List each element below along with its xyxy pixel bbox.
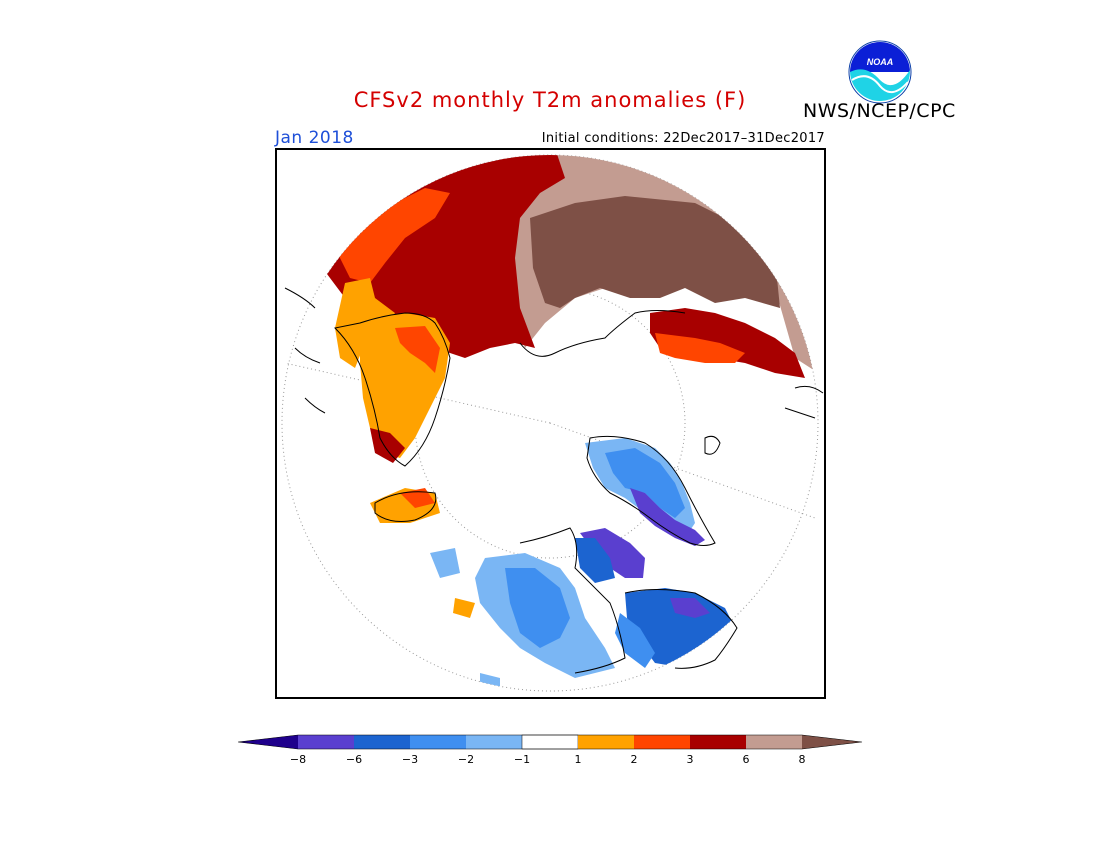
legend-label: −2 <box>458 753 474 766</box>
legend-swatch <box>634 735 690 749</box>
hudson-coast <box>624 589 738 669</box>
region-iceland-red <box>400 488 435 508</box>
region-orange-spot <box>453 598 475 618</box>
noaa-logo: NOAA <box>848 40 912 108</box>
greenland-coast <box>333 312 451 467</box>
arctic-islands-coast <box>284 287 326 414</box>
legend-swatch <box>466 735 522 749</box>
legend-label: 6 <box>743 753 750 766</box>
region-baffin-blue <box>605 448 685 518</box>
coastlines <box>284 287 824 674</box>
legend-label: −1 <box>514 753 530 766</box>
baffin-coast <box>586 435 716 546</box>
region-europe-red <box>335 188 450 283</box>
iceland-coast <box>374 491 437 522</box>
region-greenland-darkred <box>370 428 405 463</box>
globe-boundary <box>281 154 819 692</box>
legend-label: −8 <box>290 753 306 766</box>
legend-swatch <box>746 735 802 749</box>
region-alaska-darkred <box>650 308 805 378</box>
color-legend: −8 −6 −3 −2 −1 1 2 3 6 8 <box>237 732 864 776</box>
region-siberia-brown <box>530 196 780 308</box>
region-eastern-siberia-lightblue <box>615 613 655 668</box>
forecast-month: Jan 2018 <box>275 128 354 148</box>
region-quebec-blue <box>575 538 615 583</box>
legend-label: 1 <box>575 753 582 766</box>
noaa-logo-graphic: NOAA <box>848 40 912 104</box>
polar-map-svg <box>275 148 826 699</box>
region-eastern-siberia-purple <box>670 598 710 618</box>
color-legend-svg: −8 −6 −3 −2 −1 1 2 3 6 8 <box>237 734 863 766</box>
noaa-logo-text: NOAA <box>867 57 894 67</box>
map-frame <box>275 148 826 699</box>
legend-arrow-left <box>238 735 298 749</box>
region-greenland-red <box>395 326 440 373</box>
legend-swatch <box>410 735 466 749</box>
legend-swatch <box>354 735 410 749</box>
region-hudson-purple <box>630 488 705 546</box>
legend-label: −3 <box>402 753 418 766</box>
canada-coast <box>519 527 626 674</box>
legend-swatch <box>521 734 579 750</box>
region-western-canada-blue <box>505 568 570 648</box>
legend-swatch <box>298 735 354 749</box>
legend-swatch <box>578 735 634 749</box>
east-coast <box>784 385 824 419</box>
chart-title: CFSv2 monthly T2m anomalies (F) <box>353 88 747 112</box>
meridian-line <box>549 422 816 519</box>
agency-label: NWS/NCEP/CPC <box>803 100 956 122</box>
latitude-circle <box>414 287 686 559</box>
legend-label: 3 <box>687 753 694 766</box>
legend-swatch <box>690 735 746 749</box>
island-coast <box>704 435 721 455</box>
region-alaska-south-lightblue <box>430 548 460 578</box>
legend-arrow-right <box>802 735 862 749</box>
legend-label: 8 <box>799 753 806 766</box>
legend-label: −6 <box>346 753 362 766</box>
siberia-coast <box>519 310 686 357</box>
anomaly-map <box>275 148 826 703</box>
legend-label: 2 <box>631 753 638 766</box>
initial-conditions: Initial conditions: 22Dec2017–31Dec2017 <box>541 131 825 146</box>
region-alaska-red <box>655 333 745 363</box>
